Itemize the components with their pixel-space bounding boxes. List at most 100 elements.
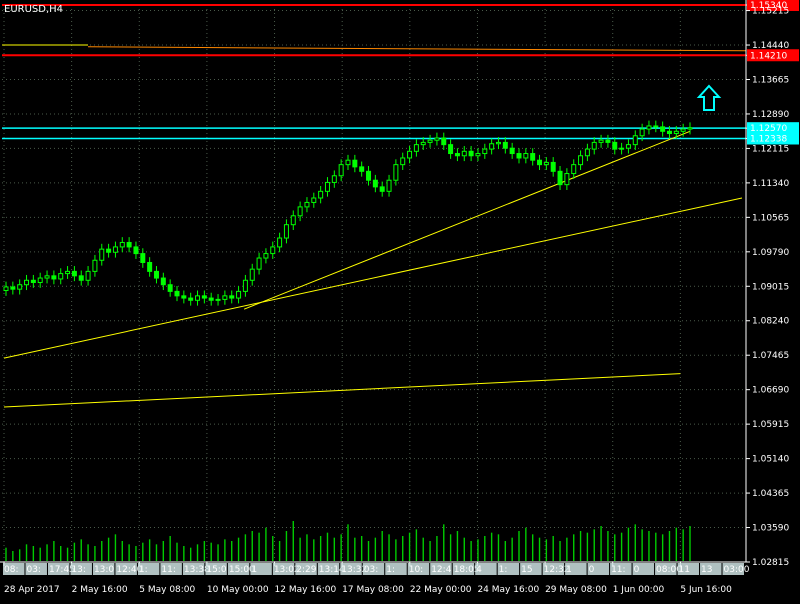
candle-body [147, 261, 153, 272]
candle-body [400, 157, 406, 166]
candle-body [625, 144, 631, 149]
scale-label: 12:32 [544, 565, 570, 575]
time-tick-label: 17 May 08:00 [342, 585, 404, 595]
scale-label: 13 [701, 565, 712, 575]
candle-body [44, 275, 50, 279]
candle-body [448, 144, 454, 155]
candle-body [215, 298, 221, 301]
candle-body [92, 259, 98, 272]
grid [2, 5, 746, 563]
price-tick-label: 1.12115 [752, 144, 789, 154]
candle-body [283, 224, 289, 239]
candle-body [10, 286, 16, 290]
scale-label-box [115, 563, 137, 575]
candle-body [420, 141, 426, 146]
up-arrow-icon [696, 84, 722, 111]
scale-label: 4 [476, 565, 482, 575]
candle-body [153, 270, 159, 279]
scale-label: 10: [409, 565, 423, 575]
candle-body [106, 248, 112, 253]
price-level-label-box [747, 132, 799, 145]
scale-label: 11: [611, 565, 625, 575]
candle-body [236, 290, 242, 299]
scale-label-box [205, 563, 227, 575]
price-tick-label: 1.13665 [752, 75, 789, 85]
candle-body [366, 170, 372, 181]
price-tick-label: 1.12890 [752, 110, 789, 120]
scale-label: 1: [499, 565, 508, 575]
scale-label-box [160, 563, 182, 575]
candle-body [181, 295, 187, 299]
candle-body [653, 125, 659, 128]
scale-label: 13:0 [94, 565, 114, 575]
candle-body [352, 159, 358, 168]
price-tick-label: 1.14440 [752, 41, 789, 51]
scale-label-box [250, 563, 272, 575]
scale-label-box [25, 563, 47, 575]
scale-label-box [430, 563, 452, 575]
scale-label: 13:02 [274, 565, 300, 575]
candle-body [304, 201, 310, 208]
candle-body [318, 190, 324, 199]
candle-body [578, 155, 584, 166]
scale-label-box [452, 563, 475, 575]
candle-body [619, 147, 625, 150]
candle-body [475, 153, 481, 157]
scale-label-box [47, 563, 70, 575]
scale-label-box [182, 563, 205, 575]
candle-body [660, 126, 666, 132]
candle-body [133, 246, 139, 255]
trendline-1 [3, 197, 743, 359]
scale-label-box [520, 563, 542, 575]
price-tick-label: 1.11340 [752, 179, 789, 189]
scale-label-box [340, 563, 362, 575]
time-tick-label: 5 Jun 16:00 [680, 585, 732, 595]
horizontal-levels [2, 4, 747, 140]
candle-body [509, 147, 515, 155]
time-tick-label: 10 May 00:00 [207, 585, 269, 595]
candle-body [51, 275, 57, 280]
candle-body [372, 179, 378, 188]
candle-body [434, 137, 440, 141]
candle-body [359, 166, 365, 172]
scale-label: 13:14 [319, 565, 345, 575]
scale-label: 12:4 [431, 565, 451, 575]
scale-label: 2:29 [296, 565, 316, 575]
candle-body [3, 286, 9, 292]
candle-body [413, 144, 419, 152]
trendlines [3, 130, 743, 408]
time-axis: 28 Apr 2017 2 May 16:00 5 May 08:00 10 May … [0, 561, 750, 595]
scale-label: 0 [589, 565, 595, 575]
scale-label-box [407, 563, 430, 575]
volume-bars [5, 521, 691, 561]
candle-body [201, 295, 207, 299]
candle-body [461, 150, 467, 157]
candle-body [680, 128, 686, 132]
candle-body [71, 270, 77, 277]
candle-body [242, 279, 248, 292]
candle-body [673, 130, 679, 135]
price-series [3, 120, 693, 306]
scale-label: 11 [679, 565, 690, 575]
candle-body [208, 297, 214, 301]
candle-body [584, 148, 590, 157]
scale-label: 03:00 [724, 565, 750, 575]
scale-label: 15:00 [229, 565, 255, 575]
price-level-label-box [747, 122, 799, 135]
candle-body [386, 179, 392, 192]
candle-body [277, 237, 283, 248]
scale-label-box [3, 563, 25, 575]
candle-body [495, 141, 501, 145]
candle-body [195, 295, 201, 301]
candle-body [557, 170, 563, 186]
scale-label-box [70, 563, 92, 575]
price-tick-label: 1.02815 [752, 558, 789, 568]
candle-body [37, 277, 43, 283]
candle-body [407, 150, 413, 159]
price-tick-label: 1.09790 [752, 248, 789, 258]
scale-label: 15:0 [206, 565, 226, 575]
scale-label: 18:05 [454, 565, 480, 575]
price-tick-label: 1.09015 [752, 282, 789, 292]
